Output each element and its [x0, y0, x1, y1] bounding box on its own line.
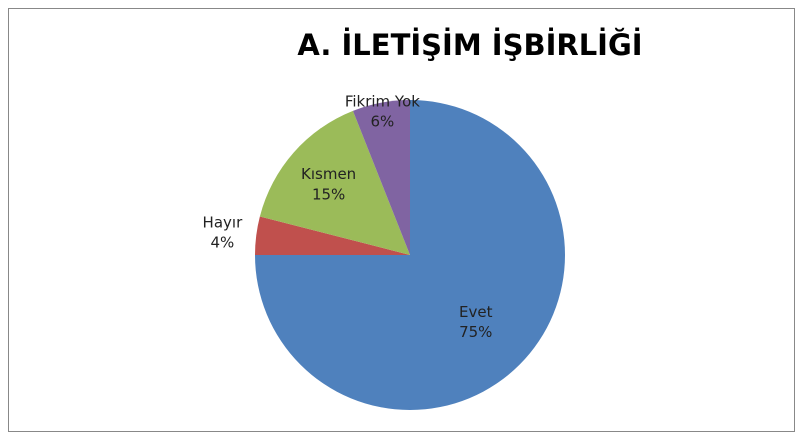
slice-name: Evet	[459, 302, 493, 320]
chart-title: A. İLETİŞİM İŞBİRLİĞİ	[297, 28, 642, 62]
slice-value-label: 15%	[312, 185, 345, 203]
slice-value-label: 4%	[210, 233, 234, 251]
slice-label: Evet 75%	[459, 302, 493, 340]
slice-label: Fikrim Yok 6%	[345, 92, 420, 130]
slice-name: Hayır	[203, 213, 244, 231]
pie-slice	[352, 100, 410, 255]
slice-name: Kısmen	[301, 165, 356, 183]
slice-label: Hayır 4%	[203, 213, 244, 251]
slice-value-label: 6%	[371, 112, 395, 130]
slice-label: Kısmen 15%	[301, 165, 356, 203]
labels: Evet 75% Hayır 4% Kısmen 15% Fikrim Yok 6%	[203, 92, 493, 341]
pie	[255, 100, 565, 410]
slice-name: Fikrim Yok	[345, 92, 420, 110]
slice-value-label: 75%	[459, 323, 492, 341]
pie-slice	[259, 110, 410, 255]
pie-slice	[255, 216, 410, 255]
